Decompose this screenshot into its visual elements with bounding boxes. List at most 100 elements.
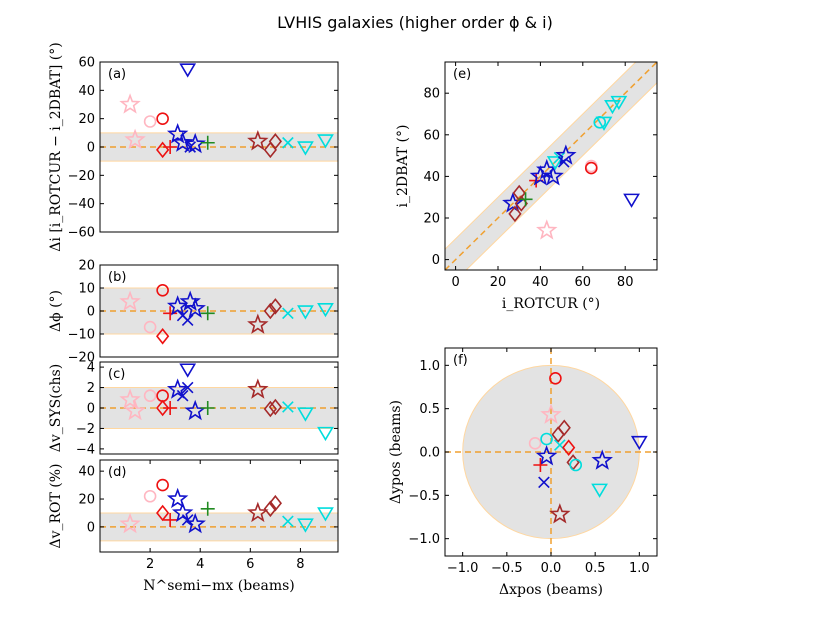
- data-point: [282, 136, 294, 149]
- data-point: [551, 426, 565, 443]
- y-tick-label: 0: [87, 520, 95, 535]
- data-point: [176, 389, 189, 402]
- data-point: [124, 399, 146, 421]
- data-point: [200, 401, 215, 415]
- y-tick-label: 0.0: [419, 446, 440, 461]
- y-tick-label: 80: [423, 87, 440, 102]
- tolerance-band: [100, 512, 338, 541]
- data-point: [200, 306, 215, 321]
- data-point: [268, 398, 282, 416]
- data-point: [528, 437, 542, 450]
- data-point: [518, 192, 533, 207]
- plot-area: [100, 478, 338, 542]
- data-point: [263, 500, 277, 518]
- panel-label: (a): [108, 67, 126, 82]
- data-point: [163, 512, 178, 527]
- y-tick-label: 0: [87, 141, 95, 156]
- y-tick-label: 40: [423, 170, 440, 185]
- y-tick-label: 2: [87, 381, 95, 396]
- x-tick-label: 8: [296, 557, 304, 572]
- data-point: [156, 283, 169, 297]
- x-tick-label: 20: [490, 275, 507, 290]
- data-point: [184, 141, 197, 153]
- y-tick-label: −0.5: [408, 489, 440, 504]
- data-point: [538, 476, 550, 489]
- y-tick-label: 4: [87, 361, 95, 376]
- x-tick-label: 60: [575, 275, 592, 290]
- data-point: [156, 478, 169, 492]
- x-tick-label: 80: [617, 275, 634, 290]
- figure-title: LVHIS galaxies (higher order ϕ & i): [277, 13, 553, 32]
- x-tick-label: 1.0: [629, 561, 650, 576]
- data-point: [184, 132, 206, 154]
- y-axis-label: Δϕ (°): [48, 290, 64, 332]
- y-tick-label: 10: [78, 282, 95, 297]
- y-tick-label: 20: [78, 493, 95, 508]
- y-tick-label: −20: [68, 351, 95, 366]
- data-point: [317, 303, 334, 318]
- data-point: [263, 400, 277, 418]
- data-point: [584, 161, 598, 175]
- data-point: [569, 458, 583, 472]
- data-point: [156, 399, 170, 417]
- data-point: [297, 407, 314, 422]
- data-point: [181, 314, 194, 327]
- panel-label: (b): [108, 270, 126, 285]
- panel-label: (e): [453, 67, 471, 82]
- data-point: [317, 426, 334, 442]
- y-tick-label: −4: [76, 442, 95, 457]
- data-point: [591, 449, 613, 470]
- panel-a: −60 −40 −20 0 20 40 60 (a) Δi [i_ROTCUR − i_2DBA…: [48, 42, 339, 252]
- data-point: [542, 165, 564, 186]
- y-axis-label: Δv_ROT (%): [48, 463, 64, 548]
- data-point: [604, 99, 621, 115]
- data-point: [282, 515, 294, 528]
- y-tick-label: 60: [423, 128, 440, 143]
- data-point: [124, 128, 146, 150]
- data-point: [171, 131, 194, 152]
- data-point: [540, 403, 562, 424]
- data-point: [184, 512, 206, 534]
- data-point: [166, 378, 189, 399]
- data-point: [166, 487, 189, 509]
- y-tick-label: 0.5: [419, 402, 440, 417]
- data-point: [297, 141, 314, 156]
- data-point: [263, 302, 277, 320]
- x-axis-label: i_ROTCUR (°): [502, 296, 600, 312]
- data-point: [163, 401, 178, 415]
- y-axis-label: i_2DBAT (°): [395, 125, 411, 208]
- data-point: [247, 130, 269, 151]
- data-point: [166, 122, 189, 144]
- panel-label: (d): [108, 465, 126, 480]
- data-point: [119, 290, 141, 311]
- plot-area: [100, 283, 338, 345]
- data-point: [119, 93, 141, 114]
- data-point: [610, 95, 628, 111]
- data-point: [282, 401, 294, 413]
- data-point: [546, 156, 564, 171]
- data-point: [540, 432, 553, 446]
- data-point: [630, 435, 648, 451]
- y-tick-label: 0: [432, 253, 440, 268]
- band-upper-edge: [445, 62, 637, 250]
- panel-e: 0 20 40 60 80 0 20 40 60 80 (e) i_2DBAT (°) i_ROTCUR…: [395, 61, 658, 312]
- y-tick-label: 0: [87, 402, 95, 417]
- data-point: [200, 501, 215, 516]
- x-tick-label: 4: [196, 557, 204, 572]
- x-axis-label: Δxpos (beams): [499, 582, 603, 598]
- data-point: [623, 193, 640, 208]
- data-point: [184, 297, 206, 318]
- axis-frame: [99, 459, 339, 553]
- y-tick-label: 0: [87, 305, 95, 320]
- x-axis-label: N^semi−mx (beams): [143, 578, 295, 594]
- data-point: [557, 156, 570, 168]
- y-tick-label: 40: [78, 84, 95, 99]
- panel-b: −20 −10 0 10 20 (b) Δϕ (°): [48, 259, 339, 366]
- data-point: [247, 378, 269, 399]
- data-point: [549, 372, 562, 385]
- data-point: [591, 483, 608, 498]
- data-point: [171, 501, 194, 523]
- y-tick-label: 40: [78, 465, 95, 480]
- data-point: [562, 439, 576, 456]
- data-point: [317, 134, 334, 149]
